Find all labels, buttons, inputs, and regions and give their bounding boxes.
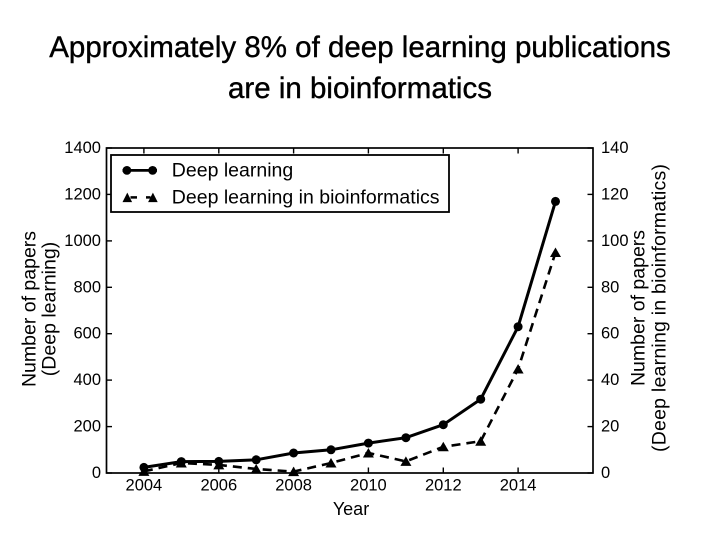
svg-text:Number of papers: Number of papers	[628, 230, 650, 386]
svg-text:60: 60	[601, 325, 619, 343]
svg-text:0: 0	[92, 464, 101, 482]
svg-text:Number of papers: Number of papers	[19, 231, 41, 387]
svg-text:200: 200	[73, 418, 101, 436]
svg-text:(Deep learning): (Deep learning)	[39, 242, 61, 376]
svg-text:40: 40	[601, 371, 619, 389]
svg-text:Year: Year	[333, 499, 369, 519]
svg-text:600: 600	[73, 325, 101, 343]
svg-text:2004: 2004	[126, 477, 163, 495]
svg-text:1000: 1000	[64, 232, 101, 250]
svg-text:Deep learning: Deep learning	[172, 160, 293, 182]
svg-text:Deep learning in bioinformatic: Deep learning in bioinformatics	[172, 187, 440, 209]
svg-text:2008: 2008	[275, 477, 312, 495]
svg-text:80: 80	[601, 278, 619, 296]
svg-text:(Deep learning in bioinformati: (Deep learning in bioinformatics)	[649, 164, 671, 452]
svg-text:20: 20	[601, 418, 619, 436]
svg-text:140: 140	[601, 139, 629, 157]
svg-text:100: 100	[601, 232, 629, 250]
svg-text:2012: 2012	[425, 477, 462, 495]
svg-text:2010: 2010	[350, 477, 387, 495]
svg-text:1400: 1400	[64, 139, 101, 157]
svg-text:2014: 2014	[500, 477, 537, 495]
svg-text:2006: 2006	[200, 477, 237, 495]
svg-text:1200: 1200	[64, 185, 101, 203]
svg-text:0: 0	[601, 464, 610, 482]
svg-text:400: 400	[73, 371, 101, 389]
svg-text:800: 800	[73, 278, 101, 296]
svg-text:120: 120	[601, 185, 629, 203]
